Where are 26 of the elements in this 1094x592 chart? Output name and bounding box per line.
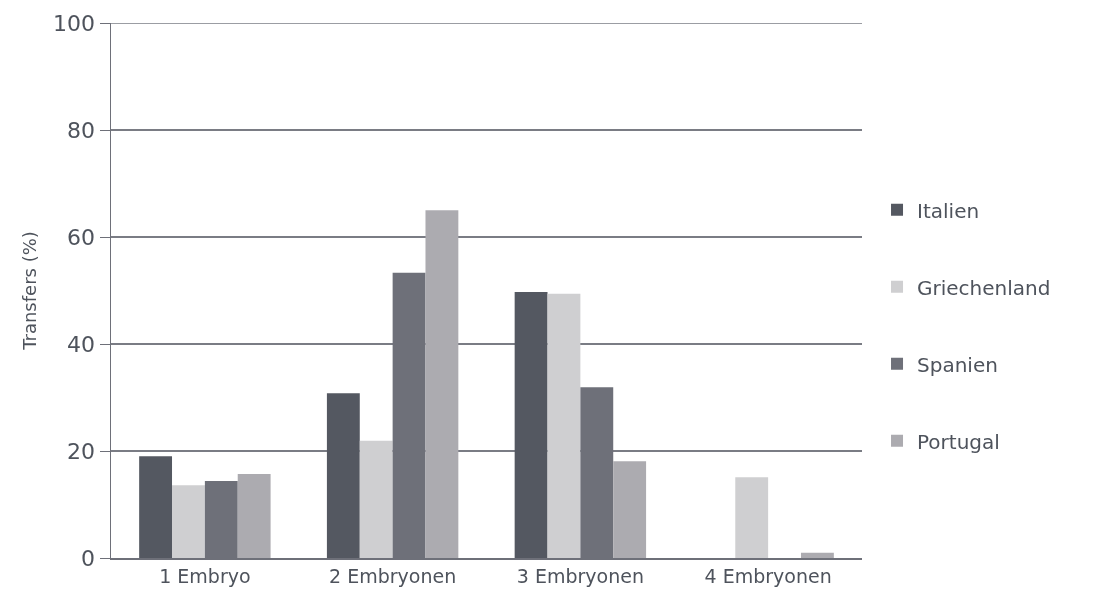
y-tick-label: 40 <box>67 331 96 357</box>
bar <box>425 210 459 558</box>
y-tick-label: 100 <box>53 10 96 36</box>
y-tick-label: 0 <box>81 545 96 571</box>
y-axis-title: Transfers (%) <box>18 231 40 351</box>
bar <box>735 477 769 558</box>
x-tick-label: 2 Embryonen <box>329 564 457 587</box>
bar <box>613 461 647 558</box>
bar <box>359 440 393 558</box>
bar <box>139 456 173 558</box>
y-tick-label: 20 <box>67 438 96 464</box>
x-tick-label: 4 Embryonen <box>704 564 832 587</box>
bar <box>237 474 271 558</box>
legend-label: Italien <box>917 198 980 223</box>
legend-label: Griechenland <box>917 275 1051 300</box>
y-tick-label: 60 <box>67 224 96 250</box>
bar <box>547 293 581 558</box>
bar <box>800 552 834 558</box>
x-tick-label: 3 Embryonen <box>516 564 644 587</box>
bar <box>514 292 548 558</box>
bar <box>172 485 205 558</box>
legend-label: Spanien <box>917 352 998 377</box>
bar <box>326 393 360 558</box>
x-tick-label: 1 Embryo <box>159 564 251 587</box>
legend-label: Portugal <box>917 429 1000 454</box>
y-tick-label: 80 <box>67 117 96 143</box>
